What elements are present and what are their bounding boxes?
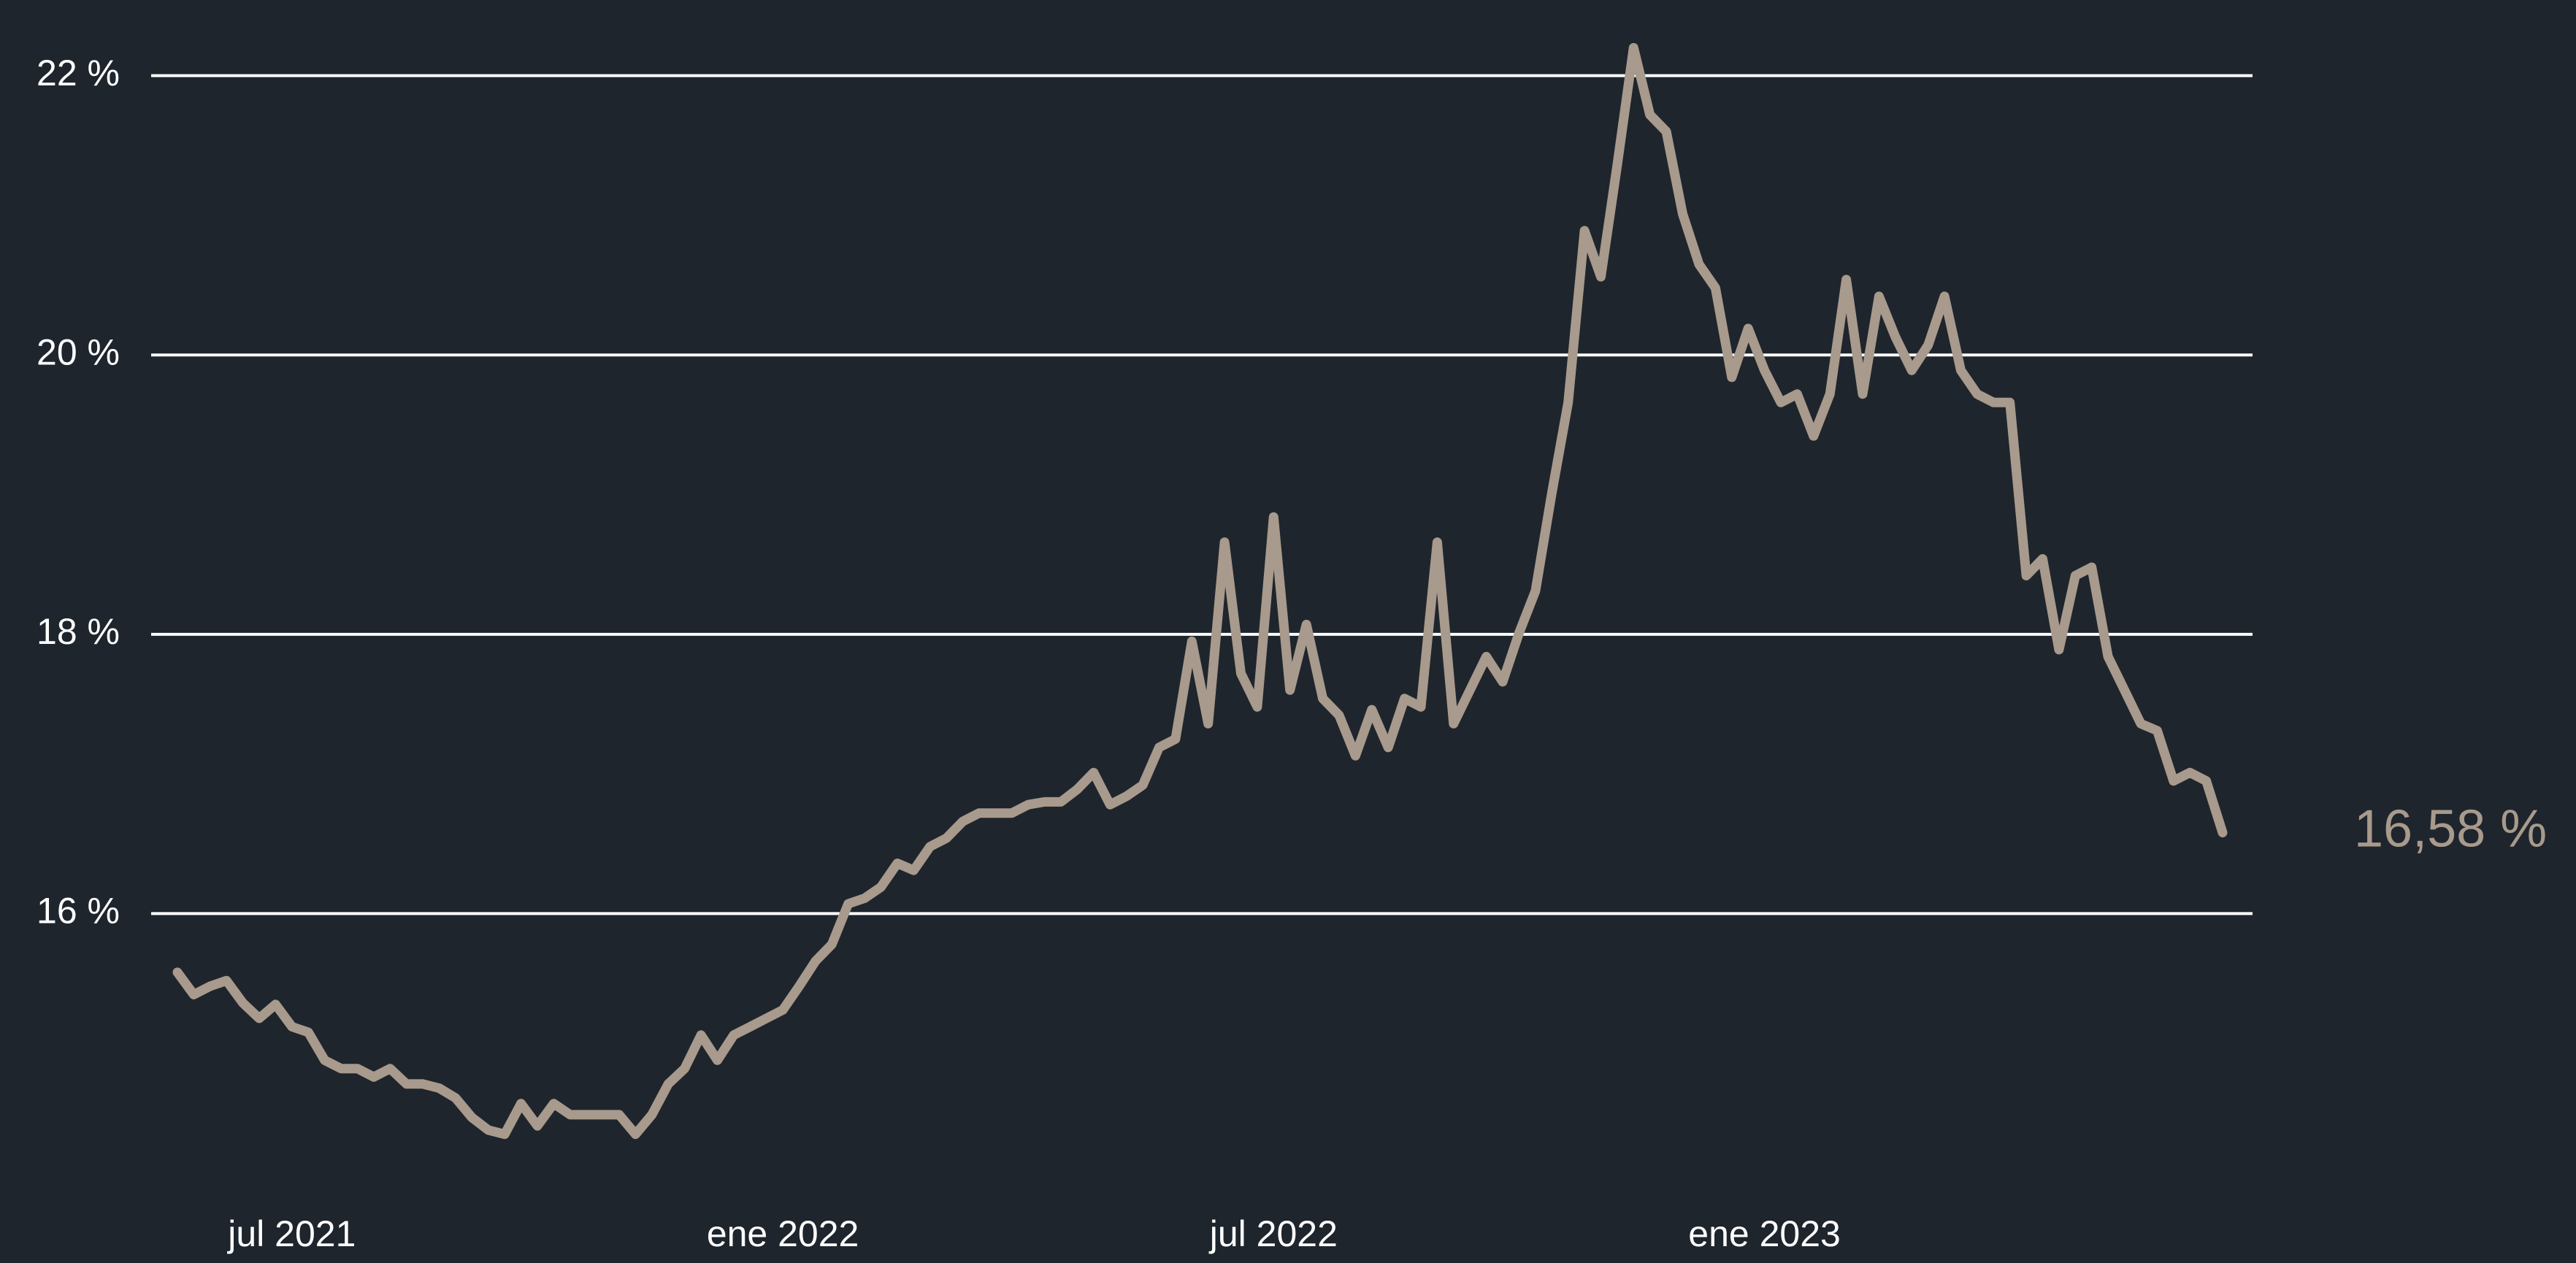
x-tick-label: ene 2023 (1688, 1213, 1841, 1254)
x-tick-label: ene 2022 (707, 1213, 859, 1254)
value-label: 16,58 % (2354, 799, 2547, 858)
y-tick-label: 20 % (37, 331, 120, 372)
y-tick-label: 18 % (37, 611, 120, 652)
y-tick-label: 22 % (37, 53, 120, 93)
line (172, 42, 2228, 1140)
y-tick-label: 16 % (37, 891, 120, 932)
x-tick-label: jul 2022 (1208, 1213, 1338, 1254)
x-tick-label: jul 2021 (226, 1213, 356, 1254)
